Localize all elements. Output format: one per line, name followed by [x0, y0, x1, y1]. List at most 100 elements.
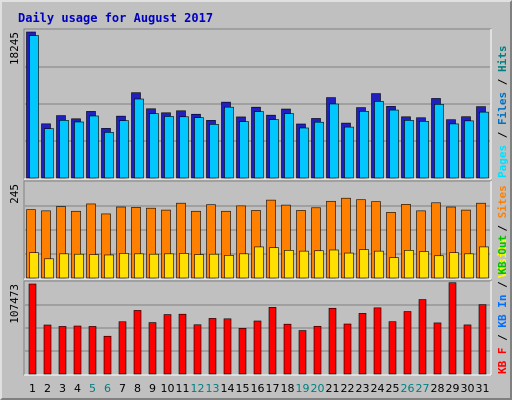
x-tick-label: 17 [266, 382, 280, 395]
bar-kb-f-day-25 [388, 321, 397, 375]
bar-files-day-1 [29, 35, 39, 179]
bar-files-day-2 [44, 128, 54, 179]
bar-sites-day-12 [194, 254, 204, 279]
bar-kb-f-day-29 [448, 282, 457, 375]
x-tick-label: 7 [119, 382, 126, 395]
bar-files-day-3 [59, 120, 69, 179]
bar-files-day-11 [179, 116, 189, 179]
bar-sites-day-6 [104, 254, 114, 279]
bar-files-day-29 [449, 123, 459, 179]
bar-kb-f-day-1 [28, 283, 37, 375]
x-tick-label: 22 [341, 382, 355, 395]
bar-kb-f-day-9 [148, 322, 157, 375]
x-tick-label: 21 [326, 382, 340, 395]
bar-kb-f-day-11 [178, 313, 187, 375]
x-tick-label: 20 [311, 382, 325, 395]
bar-kb-f-day-6 [103, 335, 112, 375]
bar-files-day-13 [209, 124, 219, 179]
bar-kb-f-day-31 [478, 304, 487, 375]
bar-files-day-12 [194, 117, 204, 179]
bar-sites-day-26 [404, 250, 414, 279]
bar-files-day-15 [239, 121, 249, 179]
bar-kb-f-day-26 [403, 311, 412, 375]
x-tick-label: 15 [236, 382, 250, 395]
bar-sites-day-1 [29, 252, 39, 279]
bar-sites-day-16 [254, 246, 264, 279]
bar-files-day-20 [314, 121, 324, 179]
bar-files-day-5 [89, 115, 99, 179]
panel-visits-sites [23, 180, 492, 280]
bar-files-day-25 [389, 109, 399, 179]
bar-sites-day-22 [344, 252, 354, 279]
bar-sites-day-28 [434, 255, 444, 279]
bar-files-day-28 [434, 104, 444, 179]
bar-files-day-14 [224, 106, 234, 179]
legend-entry: Visits [496, 238, 509, 278]
bar-kb-f-day-30 [463, 324, 472, 375]
bar-kb-f-day-13 [208, 318, 217, 375]
x-tick-label: 11 [176, 382, 190, 395]
bar-files-day-9 [149, 113, 159, 179]
legend-entry: Sites [496, 185, 509, 218]
x-tick-label: 28 [431, 382, 445, 395]
bar-sites-day-18 [284, 250, 294, 279]
bar-files-day-22 [344, 126, 354, 179]
bar-sites-day-2 [44, 258, 54, 279]
y-max-label: 107473 [8, 284, 21, 324]
plot-layer [23, 28, 492, 376]
panel-kbytes [23, 280, 492, 376]
bar-sites-day-24 [374, 250, 384, 279]
x-tick-label: 3 [59, 382, 66, 395]
x-tick-label: 6 [104, 382, 111, 395]
legend: Visits / Sites [496, 185, 509, 278]
x-tick-label: 30 [461, 382, 475, 395]
x-tick-label: 18 [281, 382, 295, 395]
bar-sites-day-13 [209, 253, 219, 279]
x-tick-label: 27 [416, 382, 430, 395]
bar-files-day-24 [374, 101, 384, 179]
bar-files-day-21 [329, 103, 339, 179]
bar-sites-day-8 [134, 253, 144, 279]
legend-separator: / [496, 328, 509, 348]
panel-pages-files-hits [23, 28, 492, 180]
bar-kb-f-day-20 [313, 325, 322, 375]
bar-sites-day-4 [74, 253, 84, 279]
bar-sites-day-23 [359, 249, 369, 279]
bar-sites-day-9 [149, 253, 159, 279]
bar-kb-f-day-18 [283, 323, 292, 375]
y-max-label: 18245 [8, 32, 21, 65]
bar-sites-day-29 [449, 252, 459, 279]
bar-kb-f-day-21 [328, 307, 337, 375]
bar-kb-f-day-17 [268, 307, 277, 375]
bar-files-day-4 [74, 121, 84, 179]
x-tick-label: 29 [446, 382, 460, 395]
bar-kb-f-day-16 [253, 320, 262, 375]
x-tick-label: 10 [161, 382, 175, 395]
legend-entry: KB In [496, 295, 509, 328]
bar-kb-f-day-7 [118, 321, 127, 375]
legend-entry: KB F [496, 348, 509, 375]
x-tick-label: 4 [74, 382, 81, 395]
bar-files-day-31 [479, 111, 489, 179]
bar-kb-f-day-28 [433, 322, 442, 375]
x-tick-label: 24 [371, 382, 385, 395]
x-tick-label: 2 [44, 382, 51, 395]
bar-kb-f-day-24 [373, 307, 382, 375]
bar-files-day-18 [284, 113, 294, 179]
bar-kb-f-day-12 [193, 324, 202, 375]
bar-sites-day-3 [59, 253, 69, 279]
bar-sites-day-14 [224, 255, 234, 279]
bar-sites-day-20 [314, 250, 324, 279]
bar-sites-day-7 [119, 253, 129, 279]
bar-files-day-17 [269, 119, 279, 179]
y-max-label: 245 [8, 184, 21, 204]
x-tick-label: 12 [191, 382, 205, 395]
bar-files-day-16 [254, 111, 264, 179]
bar-sites-day-10 [164, 253, 174, 279]
bar-sites-day-31 [479, 246, 489, 279]
bar-kb-f-day-15 [238, 328, 247, 375]
bar-sites-day-21 [329, 249, 339, 279]
